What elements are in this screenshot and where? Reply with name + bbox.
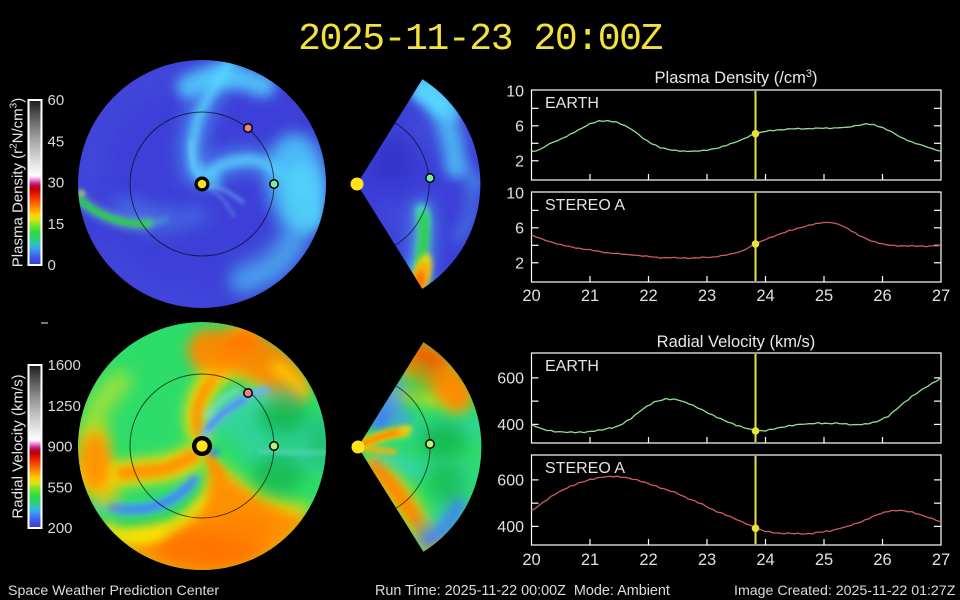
svg-text:Plasma Density (/cm3): Plasma Density (/cm3) [655,68,818,87]
svg-text:EARTH: EARTH [545,95,599,112]
svg-text:0: 0 [48,257,56,274]
svg-text:26: 26 [873,287,891,305]
svg-text:600: 600 [497,370,524,387]
svg-text:10: 10 [506,185,524,202]
svg-text:Radial Velocity (km/s): Radial Velocity (km/s) [10,374,27,518]
svg-text:Space Weather Prediction Cente: Space Weather Prediction Center [8,583,219,599]
svg-text:STEREO A: STEREO A [545,460,625,477]
svg-text:2: 2 [515,255,524,272]
svg-text:15: 15 [48,216,65,233]
svg-text:Image Created: 2025-11-22 01:2: Image Created: 2025-11-22 01:27Z [734,583,956,599]
svg-text:23: 23 [698,551,716,569]
svg-text:EARTH: EARTH [545,358,599,375]
svg-text:600: 600 [497,472,524,489]
svg-text:22: 22 [639,287,657,305]
svg-text:1600: 1600 [48,357,81,374]
svg-text:27: 27 [932,287,950,305]
svg-text:200: 200 [48,520,73,537]
svg-text:10: 10 [506,83,524,100]
svg-text:1250: 1250 [48,398,81,415]
svg-text:25: 25 [815,551,833,569]
svg-text:60: 60 [48,92,65,109]
svg-text:24: 24 [756,551,774,569]
svg-text:30: 30 [48,175,65,192]
svg-text:2025-11-23 20:00Z: 2025-11-23 20:00Z [298,18,662,61]
svg-text:400: 400 [497,417,524,434]
svg-text:550: 550 [48,479,73,496]
svg-text:24: 24 [756,287,774,305]
svg-text:21: 21 [581,287,599,305]
svg-text:Run Time: 2025-11-22 00:00Z M: Run Time: 2025-11-22 00:00Z Mode: Ambien… [375,583,670,599]
svg-text:21: 21 [581,551,599,569]
svg-text:400: 400 [497,519,524,536]
svg-text:STEREO A: STEREO A [545,197,625,214]
svg-text:900: 900 [48,439,73,456]
svg-text:20: 20 [522,551,540,569]
svg-text:27: 27 [932,551,950,569]
svg-text:Plasma Density (r2N/cm3): Plasma Density (r2N/cm3) [9,98,27,267]
svg-text:6: 6 [515,118,524,135]
svg-text:2: 2 [515,153,524,170]
svg-text:45: 45 [48,133,65,150]
svg-text:23: 23 [698,287,716,305]
svg-text:Radial Velocity (km/s): Radial Velocity (km/s) [657,333,816,351]
svg-text:25: 25 [815,287,833,305]
svg-text:22: 22 [639,551,657,569]
svg-text:20: 20 [522,287,540,305]
svg-text:26: 26 [873,551,891,569]
svg-text:6: 6 [515,220,524,237]
